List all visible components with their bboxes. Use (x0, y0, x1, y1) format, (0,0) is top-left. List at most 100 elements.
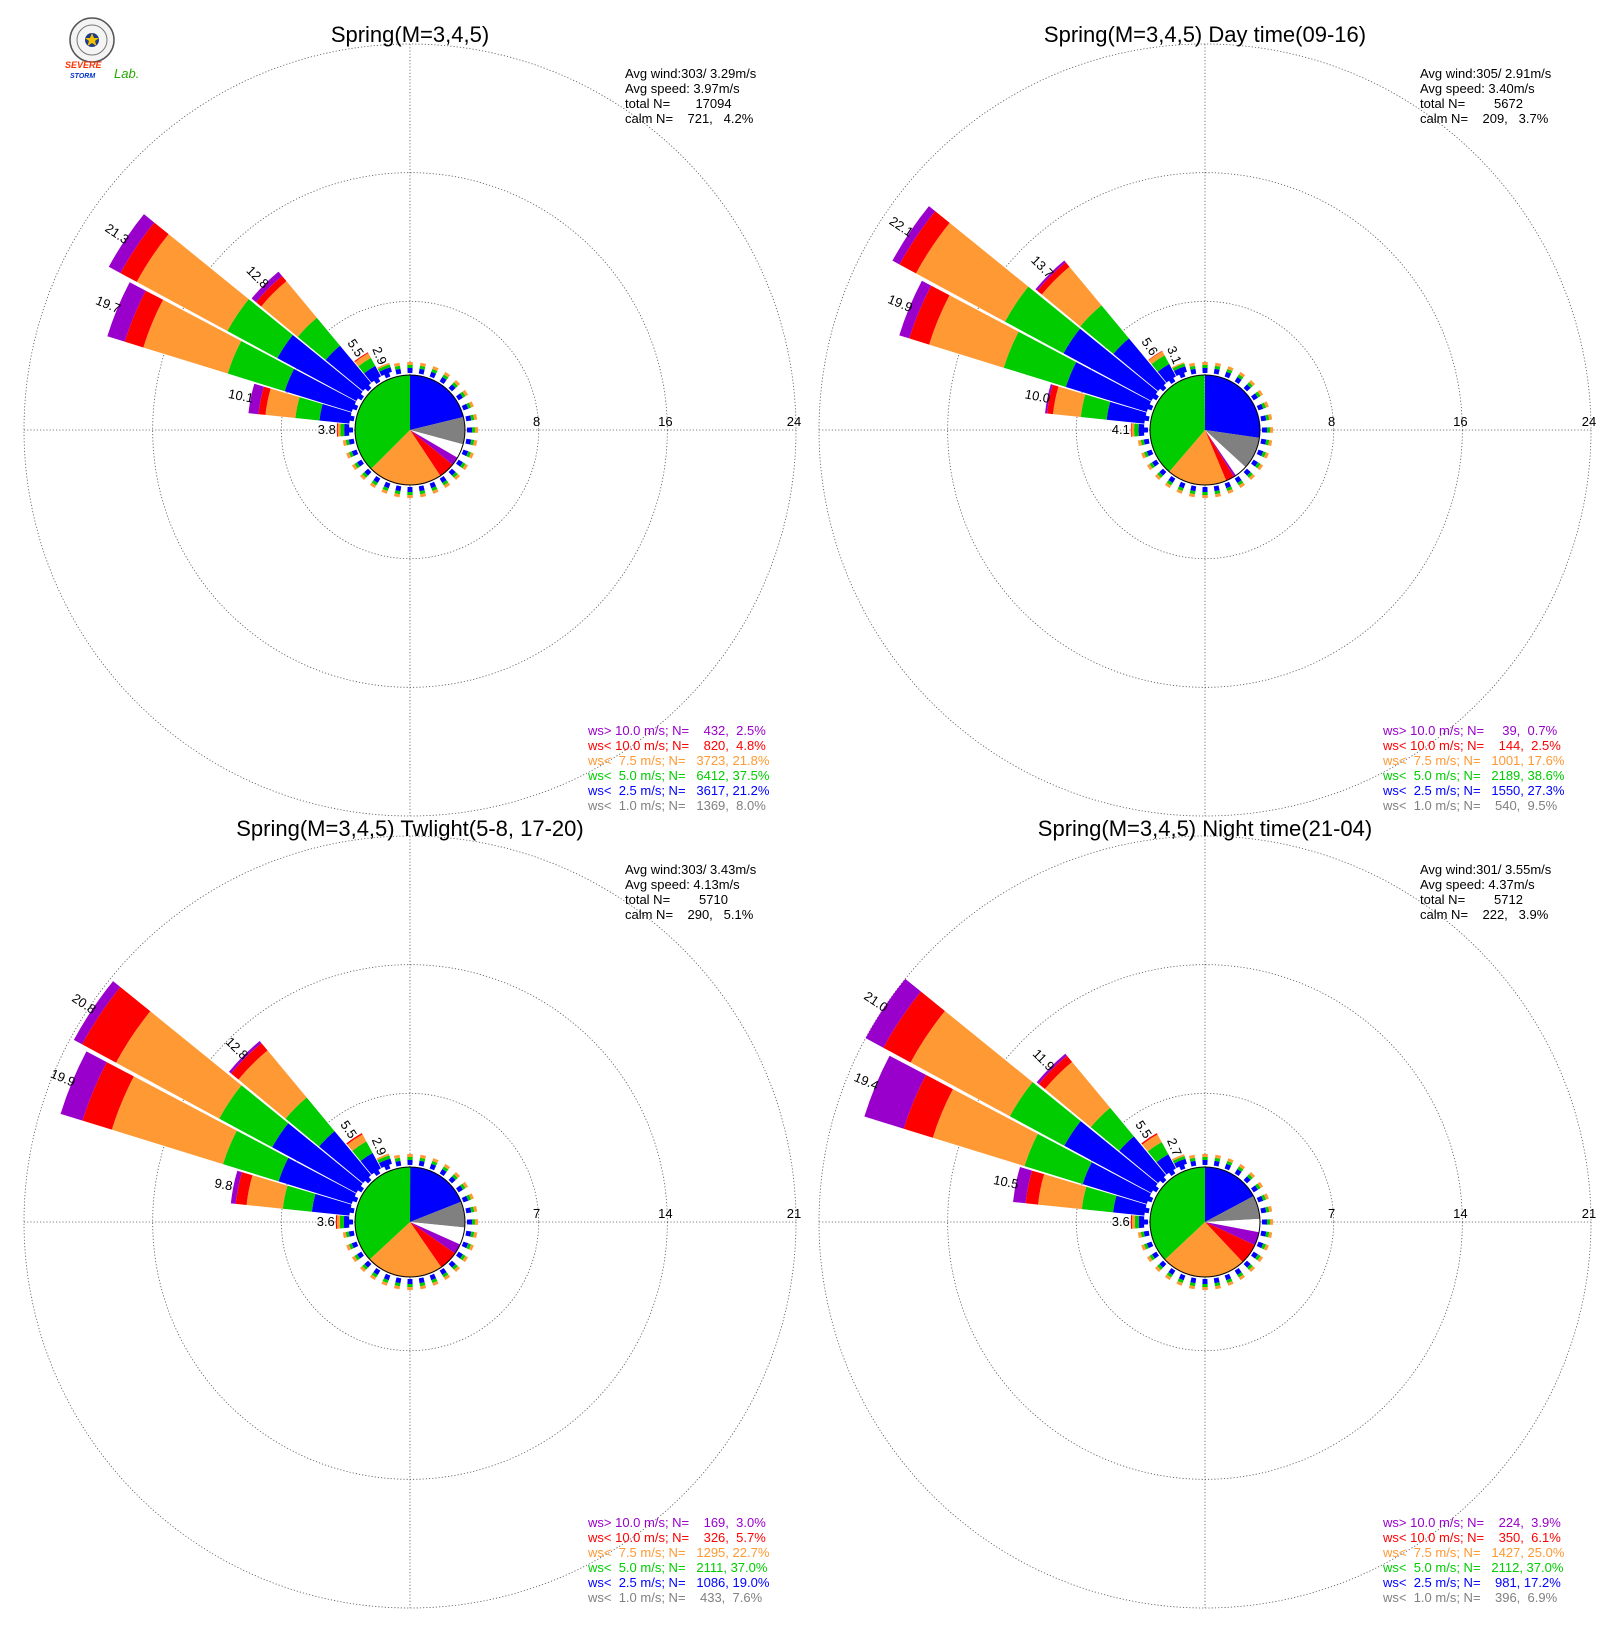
minor-sector-bar (1261, 1243, 1267, 1250)
minor-sector-bar (1213, 368, 1220, 375)
pie-slice-ws_lt_2_5 (410, 375, 464, 430)
petal-segment-ws_lt_5 (227, 299, 293, 359)
stats-line: total N= 5712 (1420, 892, 1523, 907)
petal-segment-ws_lt_7_5 (261, 281, 317, 337)
minor-sector-bar (362, 1263, 369, 1270)
minor-sector-bar (443, 482, 451, 489)
minor-sector-bar (1202, 1157, 1208, 1161)
minor-sector-bar (453, 1171, 461, 1179)
minor-sector-bar (1255, 1183, 1261, 1190)
petal-segment-ws_lt_10 (1130, 1215, 1133, 1229)
minor-sector-bar (462, 1255, 469, 1263)
petal-segment-ws_lt_2_5 (364, 365, 381, 383)
minor-sector-bar (1256, 403, 1264, 411)
minor-sector-bar (1243, 384, 1251, 392)
petal-segment-ws_lt_2_5 (319, 404, 352, 424)
lab-seal-star-icon (85, 33, 99, 46)
stats-line: total N= 17094 (625, 96, 732, 111)
minor-sector-bar (1237, 374, 1244, 380)
legend-entry-ws_gt_10: ws> 10.0 m/s; N= 432, 2.5% (587, 723, 766, 738)
minor-sector-bar (383, 481, 391, 489)
petal-270: 4.1 (1112, 422, 1145, 437)
petal-segment-ws_lt_5 (1009, 1082, 1081, 1146)
pie-slice-ws_lt_5 (355, 1167, 411, 1260)
minor-sector-bar (465, 415, 472, 422)
minor-sector-bar (1202, 494, 1208, 498)
grid-ring (1075, 1092, 1335, 1352)
petal-segment-ws_lt_2_5 (1174, 1158, 1187, 1169)
petal-segment-ws_lt_2_5 (1157, 364, 1176, 383)
minor-sector-bar (1215, 493, 1222, 498)
petal-segment-ws_gt_10 (108, 214, 155, 274)
minor-sector-bar (407, 364, 413, 369)
pie-slice-ws_lt_1 (1205, 1196, 1260, 1222)
minor-sector-bar (448, 1260, 456, 1268)
minor-sector-bar (1224, 1273, 1232, 1281)
petal-segment-ws_lt_7_5 (238, 1050, 307, 1119)
legend-entry-ws_gt_10: ws> 10.0 m/s; N= 224, 3.9% (1382, 1515, 1561, 1530)
legend-entry-ws_lt_1: ws< 1.0 m/s; N= 540, 9.5% (1382, 798, 1558, 813)
petal-segment-ws_lt_2_5 (360, 1152, 381, 1175)
petal-segment-ws_lt_7_5 (111, 1076, 237, 1165)
minor-sector-bar (1177, 1278, 1184, 1284)
petal-270: 3.6 (1112, 1214, 1145, 1229)
minor-sector-bar (1188, 362, 1195, 367)
legend-entry-ws_lt_7_5: ws< 7.5 m/s; N= 3723, 21.8% (587, 753, 770, 768)
petal-segment-ws_lt_10 (1037, 262, 1070, 295)
petal-segment-ws_lt_2_5 (1113, 1195, 1147, 1216)
minor-sector-bar (1257, 463, 1264, 471)
minor-sector-bar (1261, 402, 1267, 409)
minor-sector-bar (373, 1268, 381, 1275)
minor-sector-bar (439, 476, 447, 483)
minor-sector-bar (1202, 364, 1208, 369)
petal-segment-ws_lt_7_5 (246, 1175, 288, 1209)
pie-slice-ws_lt_7_5 (1169, 430, 1227, 485)
minor-sector-bar (466, 1219, 472, 1225)
minor-sector-bar (407, 362, 413, 366)
legend-entry-ws_lt_2_5: ws< 2.5 m/s; N= 1550, 27.3% (1382, 783, 1565, 798)
minor-sector-bar (429, 1163, 437, 1171)
minor-sector-bar (1189, 1282, 1196, 1287)
petal-segment-ws_lt_5 (1172, 1156, 1186, 1164)
petal-segment-ws_gt_10 (230, 1170, 242, 1204)
minor-sector-bar (1268, 1205, 1273, 1212)
petal-segment-ws_gt_10 (248, 383, 264, 415)
minor-sector-bar (456, 393, 463, 401)
minor-sector-bar (1256, 1195, 1264, 1203)
minor-sector-bar (1159, 384, 1167, 392)
minor-sector-bar (373, 476, 381, 483)
minor-sector-bar (1202, 1154, 1208, 1158)
minor-sector-bar (1190, 1277, 1197, 1284)
minor-sector-bar (473, 440, 478, 447)
lab-logo: SEVERE STORM Lab. (65, 17, 139, 81)
petal-segment-ws_lt_2_5 (343, 1215, 350, 1229)
minor-sector-bar (407, 1278, 413, 1284)
minor-sector-bar (1266, 1219, 1270, 1225)
minor-sector-bar (395, 368, 402, 375)
radial-tick-label: 14 (1453, 1206, 1467, 1221)
minor-sector-bar (1269, 1219, 1273, 1225)
minor-sector-bar (1260, 1207, 1267, 1214)
petal-total-label: 19.4 (852, 1069, 881, 1093)
minor-sector-bar (470, 1206, 475, 1213)
petal-segment-ws_lt_10 (120, 222, 169, 282)
minor-sector-bar (1202, 491, 1208, 496)
pie-outline (1149, 374, 1261, 486)
legend-entry-ws_lt_2_5: ws< 2.5 m/s; N= 3617, 21.2% (587, 783, 770, 798)
minor-sector-bar (1166, 1272, 1173, 1278)
petal-segment-ws_lt_7_5 (1131, 423, 1135, 437)
minor-sector-bar (1164, 1274, 1172, 1281)
petal-segment-ws_lt_5 (1080, 305, 1129, 354)
petal-segment-ws_lt_5 (1090, 1107, 1134, 1151)
pie-slice-ws_gt_10 (410, 430, 458, 465)
minor-sector-bar (1190, 1160, 1197, 1167)
minor-sector-bar (1226, 1278, 1233, 1284)
petal-segment-ws_lt_10 (82, 1062, 134, 1130)
petal-segment-ws_gt_10 (107, 282, 146, 342)
minor-sector-bar (1166, 480, 1173, 486)
minor-sector-bar (1265, 414, 1270, 421)
minor-sector-bar (1159, 1260, 1167, 1268)
minor-sector-bar (1157, 1263, 1164, 1270)
stats-line: calm N= 290, 5.1% (625, 907, 754, 922)
